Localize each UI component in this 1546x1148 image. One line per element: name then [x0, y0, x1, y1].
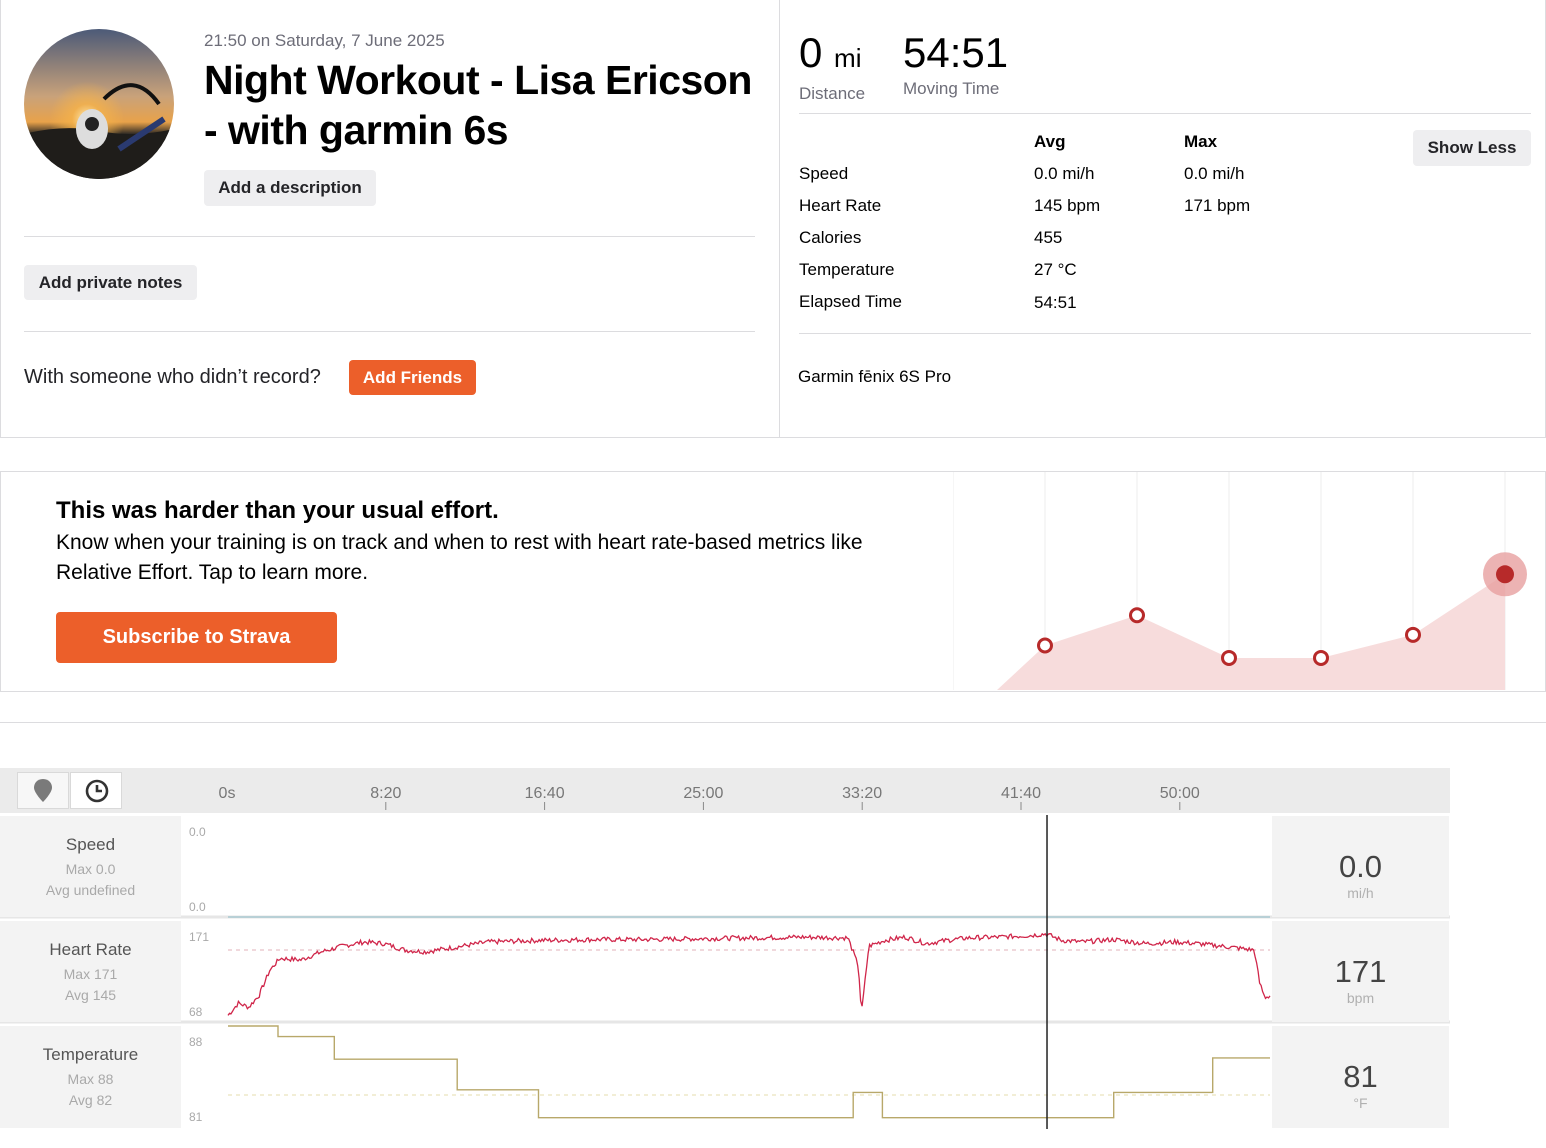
activity-title[interactable]: Night Workout - Lisa Ericson - with garm… [204, 57, 752, 153]
row-max: Max 88 [67, 1071, 114, 1087]
effort-body: Know when your training is on track and … [56, 531, 863, 584]
distance-unit: mi [834, 43, 862, 73]
distance-value: 0 [799, 29, 823, 76]
activity-datetime: 21:50 on Saturday, 7 June 2025 [204, 31, 445, 50]
athlete-avatar[interactable] [24, 29, 174, 179]
effort-point[interactable] [1313, 649, 1329, 666]
effort-point[interactable] [1405, 626, 1421, 643]
stat-row-max: 0.0 mi/h [1184, 164, 1245, 183]
heart-rate-row-label[interactable]: Heart Rate Max 171 Avg 145 [0, 921, 181, 1022]
moving-time-label: Moving Time [903, 79, 1000, 98]
stat-row-avg: 0.0 mi/h [1034, 164, 1095, 183]
row-name: Speed [65, 835, 116, 854]
map-pin-icon [34, 779, 52, 802]
time-tick-label: 16:40 [524, 785, 565, 802]
heart-rate-ymax: 171 [189, 930, 210, 944]
current-value: 0.0 [1338, 849, 1383, 884]
heart-rate-ymin: 68 [189, 1005, 203, 1019]
friends-question: With someone who didn’t record? [24, 366, 321, 388]
stat-row-avg: 27 °C [1034, 260, 1077, 279]
stat-row-label: Speed [799, 164, 849, 183]
divider [799, 333, 1531, 334]
show-less-button[interactable]: Show Less [1413, 130, 1531, 166]
subscribe-button[interactable]: Subscribe to Strava [56, 612, 337, 663]
heart-rate-line [227, 932, 1271, 1016]
current-unit: bpm [1346, 990, 1375, 1006]
time-view-button[interactable] [70, 772, 122, 809]
row-max: Max 0.0 [65, 861, 116, 877]
divider [24, 236, 755, 237]
add-private-notes-button[interactable]: Add private notes [24, 265, 197, 300]
tick-marks [385, 802, 1181, 810]
row-avg: Avg 145 [64, 987, 117, 1003]
row-name: Temperature [42, 1045, 139, 1064]
temperature-ymin: 81 [189, 1110, 203, 1124]
temperature-line [228, 1025, 1270, 1119]
avg-header: Avg [1034, 132, 1066, 151]
speed-ymin: 0.0 [189, 900, 206, 914]
moving-time-stat: 54:51 Moving Time [903, 31, 1008, 99]
max-header: Max [1184, 132, 1218, 151]
heart-rate-current-value: 171 bpm [1272, 921, 1449, 1022]
row-avg: Avg 82 [68, 1092, 113, 1108]
time-tick-label: 8:20 [370, 785, 402, 802]
current-unit: mi/h [1347, 885, 1374, 901]
temperature-row-label[interactable]: Temperature Max 88 Avg 82 [0, 1026, 181, 1128]
effort-point[interactable] [1221, 649, 1237, 666]
stat-row-avg: 54:51 [1034, 293, 1077, 312]
stat-row-label: Elapsed Time [799, 292, 902, 311]
speed-current-value: 0.0 mi/h [1272, 816, 1449, 917]
current-unit: °F [1353, 1095, 1368, 1111]
speed-ymax: 0.0 [189, 825, 206, 839]
time-tick-label: 0s [218, 785, 236, 802]
stat-row-avg: 455 [1034, 228, 1063, 247]
stat-row-label: Heart Rate [799, 196, 882, 215]
speed-row-label[interactable]: Speed Max 0.0 Avg undefined [0, 816, 181, 917]
current-value: 171 [1334, 954, 1387, 989]
distance-label: Distance [799, 84, 866, 103]
distance-view-button[interactable] [17, 772, 69, 809]
temperature-ymax: 88 [189, 1035, 203, 1049]
relative-effort-trend-chart [953, 472, 1527, 690]
row-avg: Avg undefined [45, 882, 136, 898]
time-tick-label: 41:40 [1000, 785, 1042, 802]
add-description-button[interactable]: Add a description [204, 170, 376, 206]
effort-point-current[interactable] [1496, 565, 1514, 584]
effort-point[interactable] [1037, 637, 1053, 654]
add-friends-button[interactable]: Add Friends [349, 360, 476, 395]
distance-stat: 0 mi Distance [799, 31, 865, 104]
device-name: Garmin fēnix 6S Pro [798, 367, 952, 386]
stat-row-max: 171 bpm [1184, 196, 1251, 215]
stat-row-avg: 145 bpm [1034, 196, 1101, 215]
row-max: Max 171 [63, 966, 118, 982]
analysis-panel [0, 722, 1546, 1148]
clock-icon [85, 779, 109, 803]
stat-row-label: Calories [799, 228, 862, 247]
moving-time-value: 54:51 [903, 29, 1009, 76]
effort-area [997, 574, 1505, 690]
analysis-chart-svg[interactable] [0, 813, 1450, 1133]
effort-heading: This was harder than your usual effort. [56, 497, 499, 524]
stat-row-label: Temperature [799, 260, 895, 279]
divider [24, 331, 755, 332]
effort-points [1037, 552, 1527, 666]
row-name: Heart Rate [49, 940, 132, 959]
time-axis-header [0, 768, 1450, 813]
current-value: 81 [1343, 1059, 1378, 1094]
effort-point[interactable] [1129, 607, 1145, 624]
time-tick-label: 33:20 [842, 785, 883, 802]
divider [799, 113, 1531, 114]
time-tick-label: 50:00 [1159, 785, 1200, 802]
temperature-current-value: 81 °F [1272, 1026, 1449, 1128]
time-tick-label: 25:00 [683, 785, 724, 802]
panel-divider [779, 0, 780, 438]
